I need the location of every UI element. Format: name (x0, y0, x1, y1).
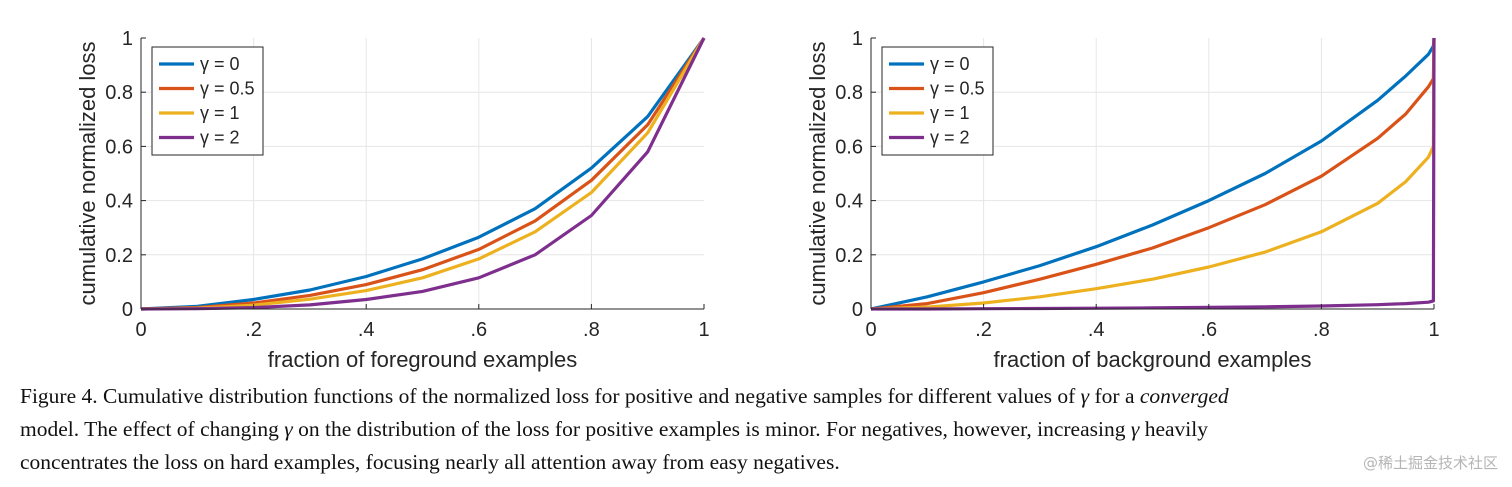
legend: γ = 0 γ = 0.5 γ = 1 γ = 2 (151, 46, 264, 156)
y-axis-label: cumulative normalized loss (75, 41, 100, 305)
caption-text: model. The effect of changing (20, 417, 285, 441)
y-tick-label: 0.6 (105, 136, 133, 158)
y-axis-label: cumulative normalized loss (805, 41, 830, 305)
y-tick-label: 0 (852, 299, 863, 321)
x-tick-label: 0 (135, 319, 146, 341)
y-tick-label: 0.4 (835, 191, 863, 213)
series-line-1 (870, 37, 1436, 311)
caption-text: for a (1089, 384, 1140, 408)
x-tick-label: 1 (698, 319, 709, 341)
y-tick-label: 1 (852, 28, 863, 50)
x-tick-label: .4 (358, 319, 375, 341)
y-tick-label: 0 (122, 299, 133, 321)
series-line-3 (140, 37, 706, 311)
watermark: @稀土掘金技术社区 (1362, 454, 1498, 472)
y-tick-label: 0.2 (105, 245, 133, 267)
series-line-1 (140, 37, 706, 311)
gamma-symbol: γ (284, 417, 293, 441)
series-line-4 (140, 37, 706, 311)
x-axis-label: fraction of foreground examples (268, 347, 577, 372)
legend-label-3: γ = 1 (930, 103, 970, 123)
y-tick-label: 0.6 (835, 136, 863, 158)
y-tick-label: 0.4 (105, 191, 133, 213)
caption-line-3: concentrates the loss on hard examples, … (20, 446, 1498, 479)
x-tick-label: .8 (1313, 319, 1330, 341)
x-axis-label: fraction of background examples (994, 347, 1312, 372)
y-tick-label: 0.8 (835, 82, 863, 104)
gamma-symbol: γ (1080, 384, 1090, 408)
x-tick-label: .2 (245, 319, 262, 341)
legend-label-4: γ = 2 (200, 128, 240, 148)
x-tick-label: .8 (583, 319, 600, 341)
x-tick-label: .6 (1200, 319, 1217, 341)
legend: γ = 0 γ = 0.5 γ = 1 γ = 2 (881, 46, 994, 156)
x-tick-label: .4 (1088, 319, 1105, 341)
figure-caption: Figure 4. Cumulative distribution functi… (20, 380, 1498, 479)
legend-label-3: γ = 1 (200, 103, 240, 123)
legend-label-2: γ = 0.5 (200, 79, 255, 99)
figure: 0.2.4.6.8 1 0 0.2 0.4 0.6 0.8 1 fraction of fore… (75, 28, 1440, 372)
caption-text: heavily (1139, 417, 1209, 441)
caption-line-2: model. The effect of changing γ on the d… (20, 413, 1498, 446)
legend-label-1: γ = 0 (200, 54, 240, 74)
caption-text: on the distribution of the loss for posi… (292, 417, 1131, 441)
legend-label-4: γ = 2 (930, 128, 970, 148)
series-line-2 (870, 37, 1436, 311)
series-line-3 (870, 37, 1436, 311)
caption-text: concentrates the loss on hard examples, … (20, 450, 840, 474)
y-tick-label: 0.8 (105, 82, 133, 104)
series-line-2 (140, 37, 706, 311)
gamma-symbol: γ (1130, 417, 1140, 441)
caption-text: Figure 4. Cumulative distribution functi… (20, 384, 1081, 408)
y-tick-label: 0.2 (835, 245, 863, 267)
x-tick-label: .6 (470, 319, 487, 341)
x-tick-label: 0 (865, 319, 876, 341)
caption-italic: converged (1139, 384, 1229, 408)
y-tick-label: 1 (122, 28, 133, 50)
legend-label-1: γ = 0 (930, 54, 970, 74)
caption-line-1: Figure 4. Cumulative distribution functi… (20, 380, 1498, 413)
x-tick-label: .2 (975, 319, 992, 341)
x-tick-label: 1 (1428, 319, 1439, 341)
legend-label-2: γ = 0.5 (930, 79, 985, 99)
